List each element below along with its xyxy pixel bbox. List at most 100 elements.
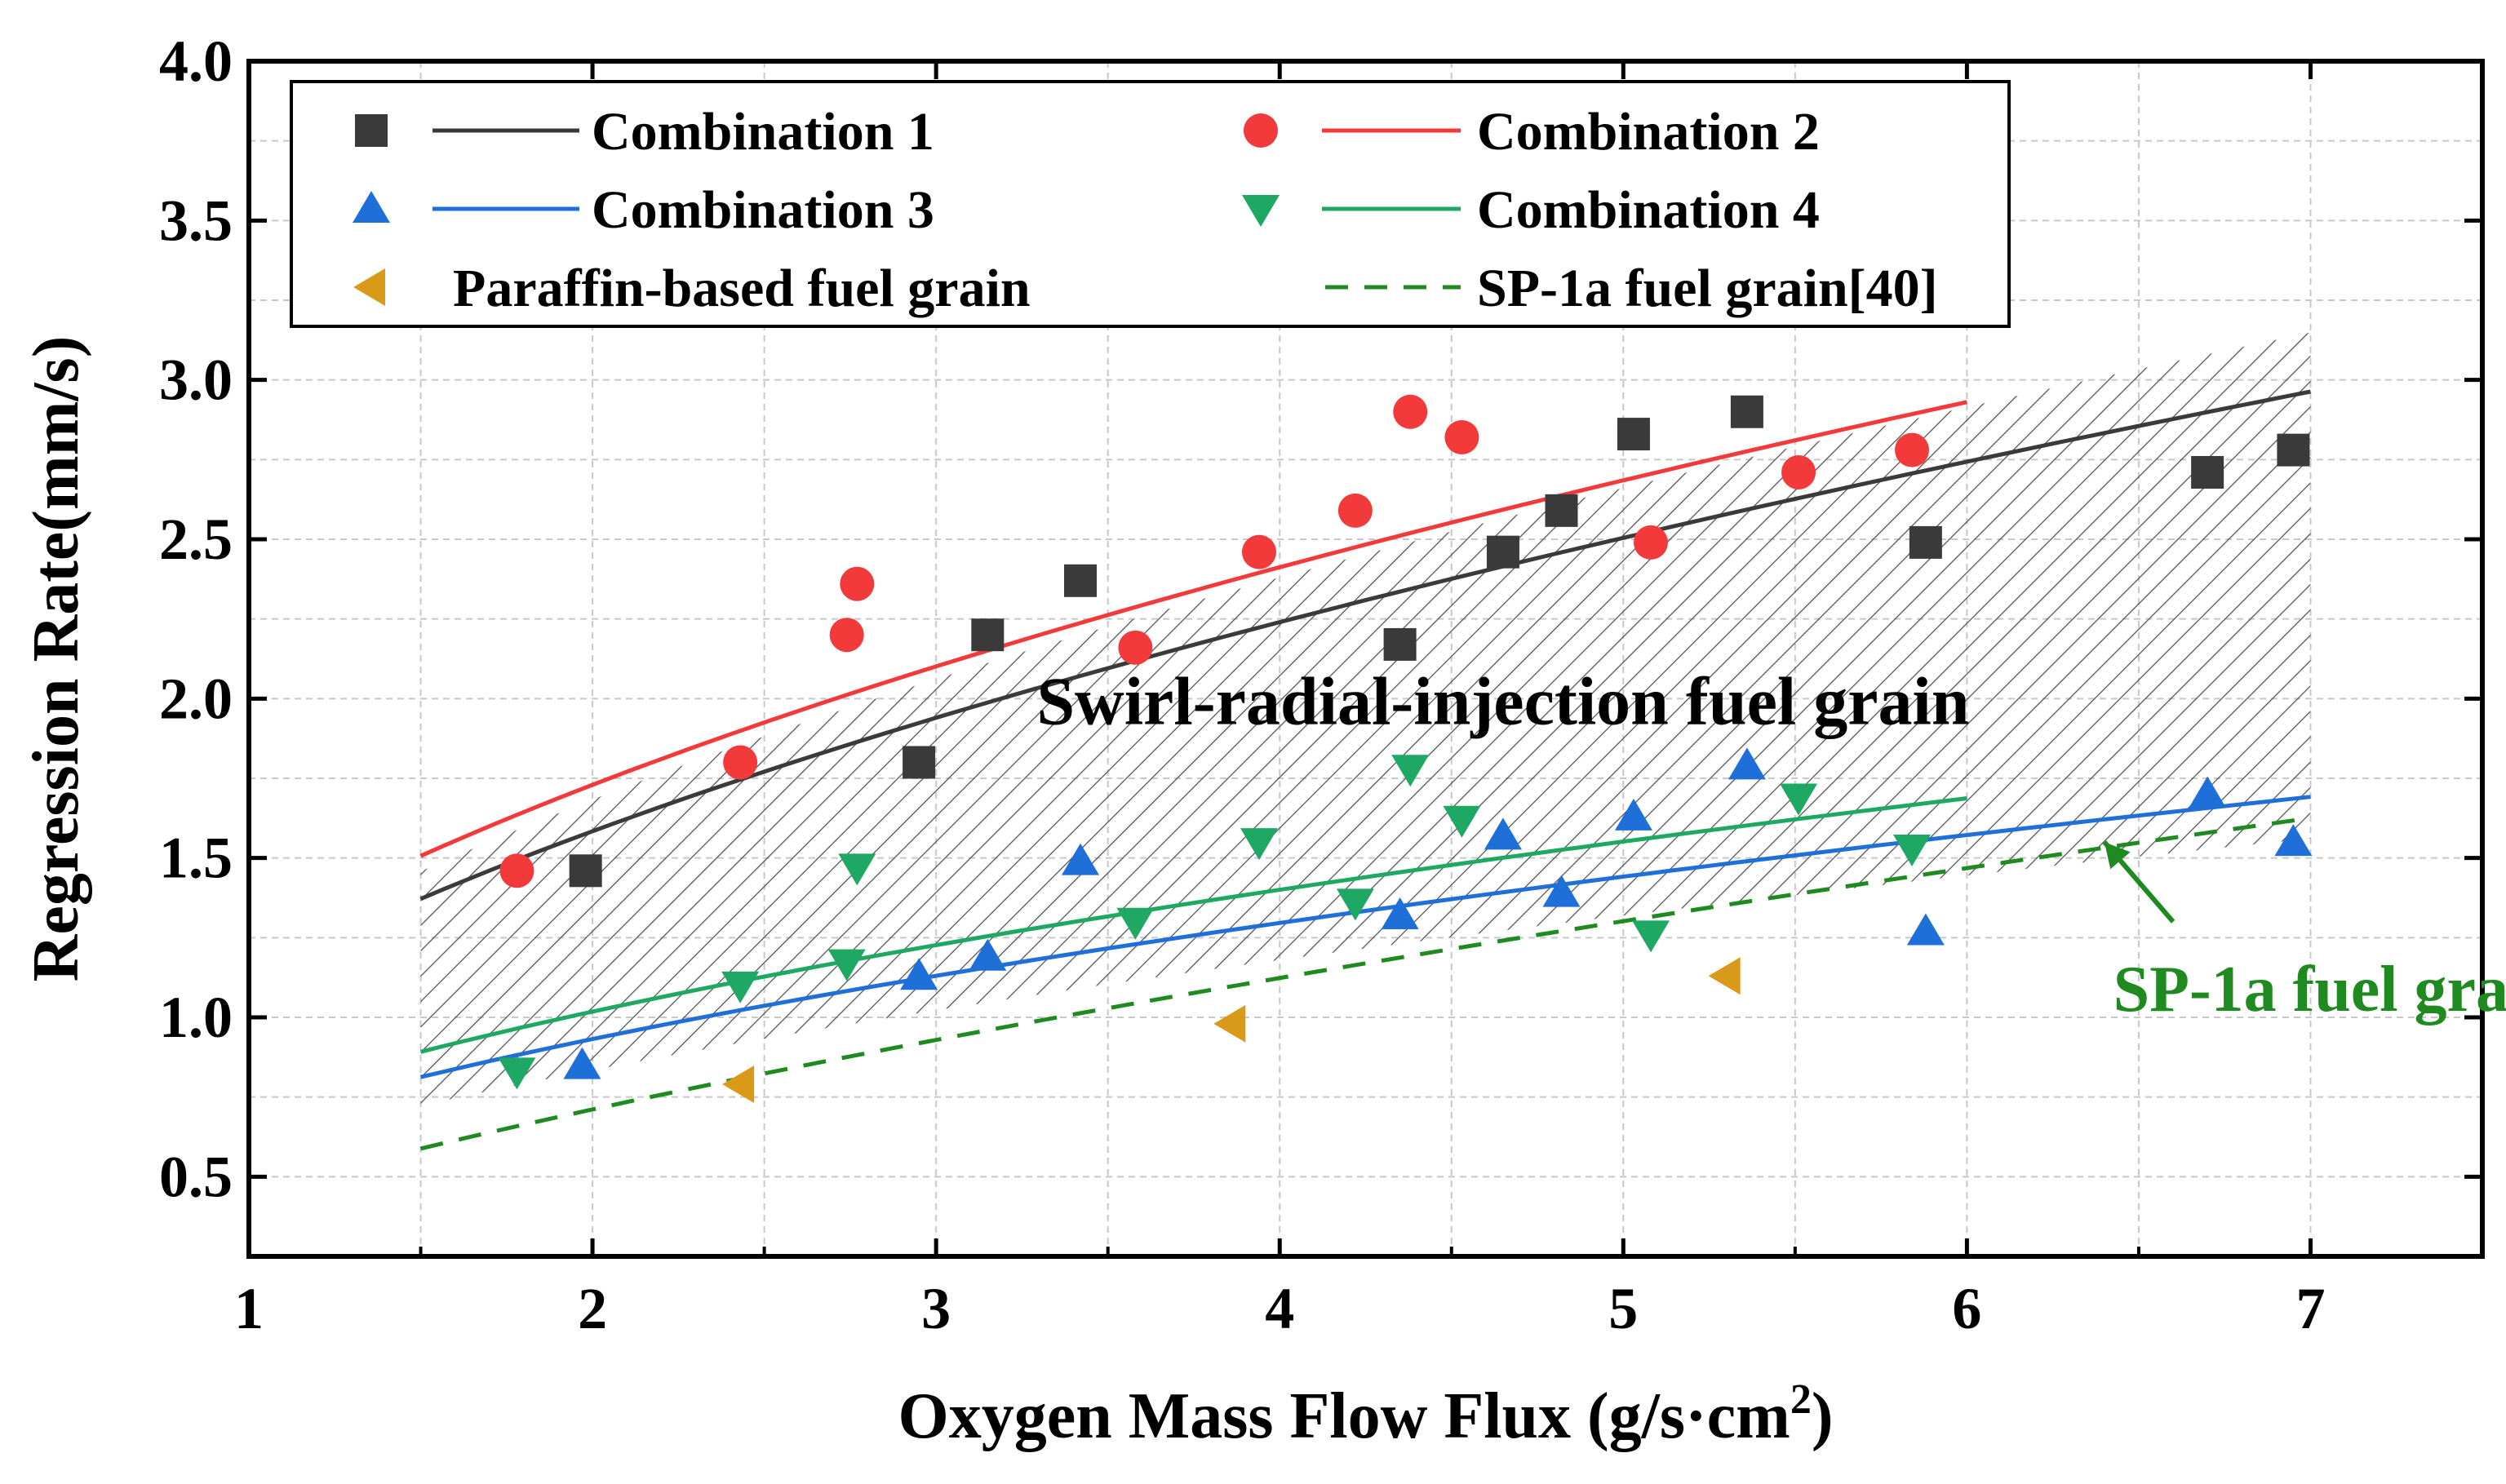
hatch-region xyxy=(420,332,2311,1106)
legend-marker xyxy=(1242,195,1280,227)
legend-label: Combination 1 xyxy=(592,102,934,162)
marker-combination-1 xyxy=(903,746,936,779)
legend-box xyxy=(290,80,2011,328)
y-tick-label: 1.0 xyxy=(159,985,233,1050)
marker-combination-1 xyxy=(2277,433,2310,467)
marker-combination-1 xyxy=(1730,395,1763,428)
marker-combination-4 xyxy=(838,853,876,886)
marker-combination-2 xyxy=(1895,432,1930,467)
axes-frame xyxy=(246,59,2485,1259)
legend-label: Combination 3 xyxy=(592,180,934,240)
legend-item-combination-2: Combination 2 xyxy=(1244,102,1820,162)
marker-combination-3 xyxy=(2274,824,2313,857)
y-tick-label: 2.0 xyxy=(159,666,233,731)
x-tick-label: 4 xyxy=(1265,1276,1294,1341)
x-tick-label: 1 xyxy=(234,1276,264,1341)
marker-combination-2 xyxy=(499,853,534,888)
marker-combination-2 xyxy=(1241,534,1276,569)
marker-combination-1 xyxy=(1064,564,1098,597)
legend-marker xyxy=(353,191,390,223)
fit-line-combination-1 xyxy=(419,389,2311,901)
marker-combination-3 xyxy=(1542,875,1581,907)
marker-combination-2 xyxy=(840,566,875,601)
marker-combination-2 xyxy=(1444,419,1479,454)
marker-combination-2 xyxy=(1393,394,1428,429)
marker-combination-4 xyxy=(721,971,760,1003)
marker-combination-3 xyxy=(1381,897,1419,929)
legend-label: SP-1a fuel grain[40] xyxy=(1477,259,1938,318)
marker-combination-1 xyxy=(1617,418,1650,451)
legend-marker xyxy=(355,114,388,147)
marker-combination-4 xyxy=(498,1057,536,1090)
marker-combination-3 xyxy=(2189,776,2227,808)
region-label: Swirl-radial-injection fuel grain xyxy=(1036,664,1969,740)
marker-combination-1 xyxy=(1545,494,1578,527)
fit-line-combination-2 xyxy=(419,400,1967,858)
x-tick-label: 2 xyxy=(578,1276,607,1341)
legend-item-sp-1a-fuel-grain-40-: SP-1a fuel grain[40] xyxy=(1325,259,1938,318)
y-tick-label: 3.5 xyxy=(159,188,233,253)
marker-combination-4 xyxy=(1780,783,1818,816)
marker-combination-3 xyxy=(1062,843,1100,875)
x-tick-label: 3 xyxy=(921,1276,951,1341)
marker-combination-1 xyxy=(971,618,1005,652)
marker-combination-4 xyxy=(1443,805,1481,838)
marker-combination-1 xyxy=(1486,535,1519,569)
marker-combination-3 xyxy=(969,938,1007,971)
x-axis-label: Oxygen Mass Flow Flux (g/s·cm2) xyxy=(898,1376,1834,1452)
fit-line-combination-3 xyxy=(419,795,2311,1079)
y-tick-label: 0.5 xyxy=(159,1144,233,1209)
marker-combination-1 xyxy=(569,854,602,888)
hatch-area xyxy=(420,332,2311,1106)
y-axis-label: Regression Rate(mm/s) xyxy=(20,336,92,982)
annotation-label: SP-1a fuel grain xyxy=(2113,954,2506,1026)
legend-label: Combination 2 xyxy=(1477,102,1820,162)
marker-combination-1 xyxy=(2191,455,2224,489)
legend-item-combination-1: Combination 1 xyxy=(355,102,934,162)
y-tick-label: 4.0 xyxy=(159,29,233,94)
y-tick-label: 3.0 xyxy=(159,348,233,413)
marker-combination-2 xyxy=(1781,454,1816,489)
labels: Oxygen Mass Flow Flux (g/s·cm2) Regressio… xyxy=(20,336,2506,1452)
marker-combination-3 xyxy=(1906,913,1945,946)
marker-combination-3 xyxy=(1614,798,1652,831)
marker-combination-2 xyxy=(829,618,864,653)
marker-combination-4 xyxy=(1391,755,1430,787)
marker-combination-3 xyxy=(900,958,938,990)
marker-paraffin-based-fuel-grain xyxy=(722,1065,755,1104)
marker-combination-3 xyxy=(1728,747,1766,780)
marker-combination-4 xyxy=(1116,907,1155,940)
marker-combination-1 xyxy=(1909,525,1942,559)
marker-paraffin-based-fuel-grain xyxy=(1708,957,1741,995)
legend-item-paraffin-based-fuel-grain: Paraffin-based fuel grain xyxy=(353,259,1031,318)
data-markers xyxy=(498,394,2313,1104)
legend-marker xyxy=(1244,113,1278,148)
legend-label: Combination 4 xyxy=(1477,180,1820,240)
y-tick-label: 2.5 xyxy=(159,507,233,572)
x-tick-label: 7 xyxy=(2295,1276,2325,1341)
x-tick-label: 6 xyxy=(1952,1276,1981,1341)
marker-combination-2 xyxy=(1337,493,1373,528)
marker-combination-3 xyxy=(563,1047,601,1079)
annotation-arrow-head xyxy=(2104,842,2131,870)
legend-marker xyxy=(353,268,385,306)
plot-frame xyxy=(246,59,2485,1259)
legend: Combination 1 Combination 2 Combination 3 C… xyxy=(290,80,2011,328)
legend-item-combination-3: Combination 3 xyxy=(353,180,934,240)
legend-item-combination-4: Combination 4 xyxy=(1242,180,1820,240)
marker-combination-1 xyxy=(1383,627,1417,661)
marker-paraffin-based-fuel-grain xyxy=(1213,1004,1246,1043)
marker-combination-2 xyxy=(1633,525,1668,560)
marker-combination-4 xyxy=(1631,920,1670,953)
marker-combination-2 xyxy=(1118,630,1153,665)
legend-label: Paraffin-based fuel grain xyxy=(453,259,1031,318)
y-tick-label: 1.5 xyxy=(159,826,233,891)
marker-combination-4 xyxy=(1893,834,1932,866)
ticks: 1 2 3 4 5 6 7 0.5 1.0 1.5 2.0 2.5 3.0 3.5 4.0 xyxy=(159,29,2482,1341)
fit-line-combination-4 xyxy=(419,796,1967,1054)
marker-combination-4 xyxy=(1336,888,1374,921)
x-tick-label: 5 xyxy=(1608,1276,1638,1341)
marker-combination-3 xyxy=(1484,817,1522,850)
